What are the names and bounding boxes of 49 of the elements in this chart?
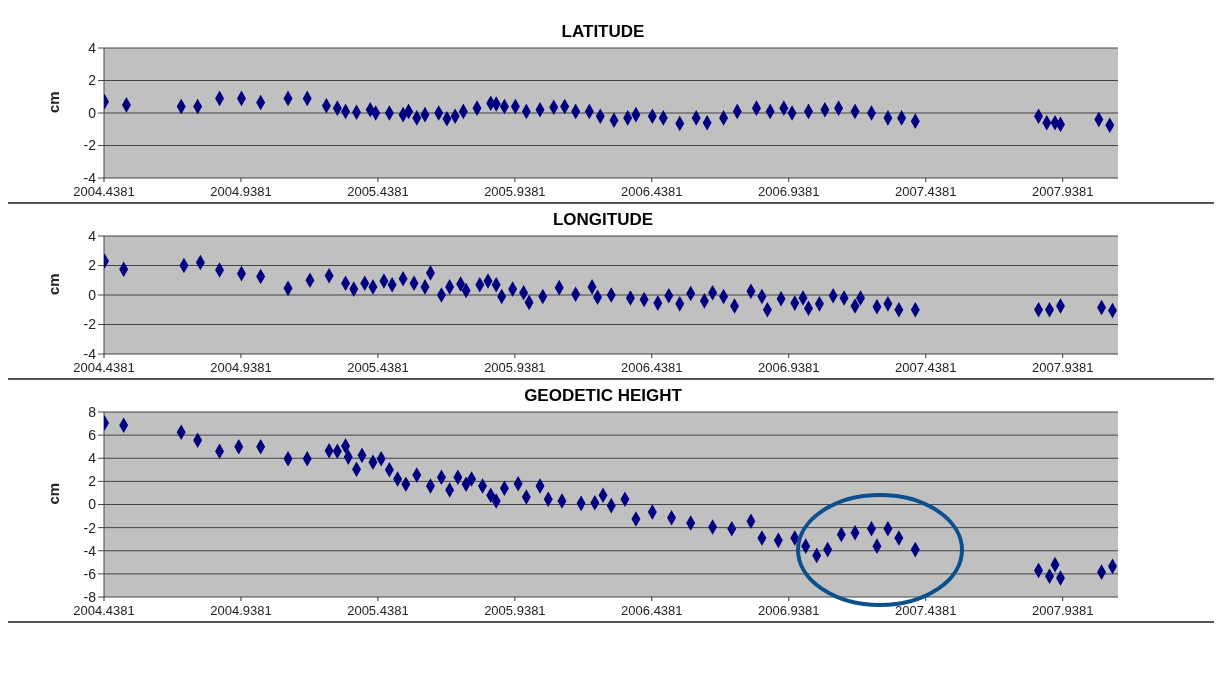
y-tick-label: -2 (83, 137, 97, 154)
x-tick-label: 2007.4381 (895, 184, 957, 199)
x-tick-label: 2004.4381 (73, 360, 135, 375)
x-tick-label: 2007.9381 (1031, 184, 1094, 199)
x-tick-label: 2004.4381 (73, 184, 135, 199)
x-tick-label: 2006.4381 (621, 184, 683, 199)
y-tick-label: 4 (88, 450, 97, 467)
y-tick-label: 0 (88, 496, 97, 513)
x-tick-label: 2006.9381 (758, 184, 820, 199)
x-tick-label: 2005.9381 (484, 603, 546, 618)
y-tick-label: -4 (83, 542, 97, 559)
y-tick-label: 2 (88, 72, 97, 89)
x-tick-label: 2004.9381 (210, 603, 272, 618)
x-tick-label: 2005.4381 (347, 184, 409, 199)
x-tick-label: 2005.9381 (484, 360, 546, 375)
y-axis-title: cm (45, 91, 63, 113)
y-tick-label: 2 (88, 473, 97, 490)
y-tick-label: -8 (83, 588, 97, 605)
x-tick-label: 2007.9381 (1031, 360, 1094, 375)
x-tick-label: 2006.4381 (621, 360, 683, 375)
x-tick-label: 2006.9381 (758, 360, 820, 375)
x-tick-label: 2004.9381 (210, 360, 272, 375)
x-tick-label: 2004.9381 (210, 184, 272, 199)
y-tick-label: 4 (88, 227, 97, 244)
y-tick-label: 0 (88, 286, 97, 303)
y-axis-title: cm (45, 273, 63, 295)
chart-title: LONGITUDE (552, 210, 654, 229)
y-tick-label: -2 (83, 316, 97, 333)
y-tick-label: 4 (88, 39, 97, 56)
x-tick-label: 2005.4381 (347, 603, 409, 618)
y-tick-label: 6 (88, 427, 97, 444)
x-tick-label: 2007.4381 (895, 603, 957, 618)
y-tick-label: 8 (88, 403, 97, 420)
chart-title: GEODETIC HEIGHT (524, 386, 682, 405)
x-tick-label: 2005.9381 (484, 184, 546, 199)
x-tick-label: 2006.4381 (621, 603, 683, 618)
y-tick-label: -2 (83, 519, 97, 536)
y-tick-label: -6 (83, 565, 97, 582)
chart-title: LATITUDE (561, 22, 645, 41)
x-tick-label: 2007.9381 (1031, 603, 1094, 618)
x-tick-label: 2005.4381 (347, 360, 409, 375)
y-tick-label: 2 (88, 257, 97, 274)
y-tick-label: -4 (83, 345, 97, 362)
x-tick-label: 2007.4381 (895, 360, 957, 375)
y-axis-title: cm (45, 482, 63, 505)
x-tick-label: 2006.9381 (758, 603, 820, 618)
y-tick-label: -4 (83, 169, 97, 186)
x-tick-label: 2004.4381 (73, 603, 135, 618)
y-tick-label: 0 (88, 104, 97, 121)
